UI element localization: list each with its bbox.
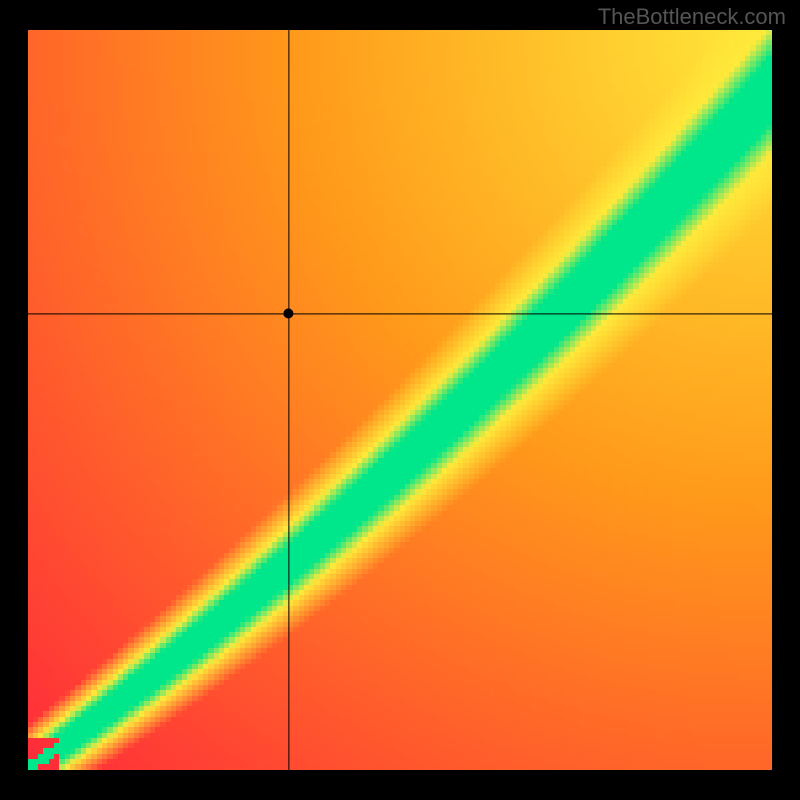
watermark-text: TheBottleneck.com <box>598 4 786 30</box>
heatmap-canvas <box>28 30 772 770</box>
plot-area <box>28 30 772 770</box>
chart-container: TheBottleneck.com <box>0 0 800 800</box>
